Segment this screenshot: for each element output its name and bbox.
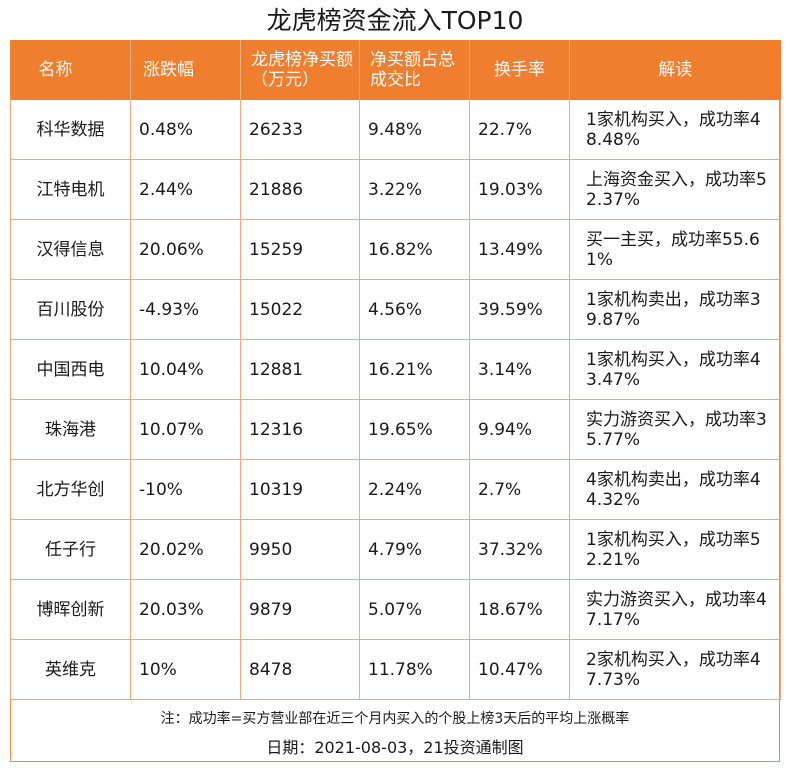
cell-name: 江特电机 bbox=[10, 159, 131, 220]
table-row: 中国西电 10.04% 12881 16.21% 3.14% 1家机构买入，成功率43.4… bbox=[10, 339, 781, 400]
cell-turnover: 3.14% bbox=[469, 339, 570, 400]
column-header-name: 名称 bbox=[10, 40, 131, 100]
cell-net-buy: 21886 bbox=[240, 159, 360, 220]
cell-turnover: 13.49% bbox=[469, 219, 570, 280]
cell-comment: 2家机构买入，成功率47.73% bbox=[569, 639, 781, 700]
top10-table: 名称 涨跌幅 龙虎榜净买额（万元） 净买额占总成交比 换手率 解读 科华数据 0.… bbox=[10, 40, 781, 700]
cell-comment: 4家机构卖出，成功率44.32% bbox=[569, 459, 781, 520]
cell-comment: 1家机构卖出，成功率39.87% bbox=[569, 279, 781, 340]
cell-name: 任子行 bbox=[10, 519, 131, 580]
column-header-turnover: 换手率 bbox=[469, 40, 570, 100]
cell-net-buy-ratio: 16.82% bbox=[359, 219, 470, 280]
column-header-net-buy-ratio: 净买额占总成交比 bbox=[359, 40, 470, 100]
cell-net-buy: 12316 bbox=[240, 399, 360, 460]
cell-net-buy: 9950 bbox=[240, 519, 360, 580]
cell-net-buy-ratio: 5.07% bbox=[359, 579, 470, 640]
cell-comment: 1家机构买入，成功率43.47% bbox=[569, 339, 781, 400]
cell-turnover: 22.7% bbox=[469, 100, 570, 160]
cell-net-buy: 15022 bbox=[240, 279, 360, 340]
cell-turnover: 18.67% bbox=[469, 579, 570, 640]
cell-net-buy: 26233 bbox=[240, 100, 360, 160]
cell-name: 科华数据 bbox=[10, 100, 131, 160]
table-row: 江特电机 2.44% 21886 3.22% 19.03% 上海资金买入，成功率52.37… bbox=[10, 159, 781, 220]
cell-change: 10.07% bbox=[130, 399, 241, 460]
cell-net-buy-ratio: 2.24% bbox=[359, 459, 470, 520]
cell-change: 20.06% bbox=[130, 219, 241, 280]
cell-change: 10% bbox=[130, 639, 241, 700]
cell-net-buy-ratio: 3.22% bbox=[359, 159, 470, 220]
page-title: 龙虎榜资金流入TOP10 bbox=[266, 6, 524, 35]
cell-comment: 上海资金买入，成功率52.37% bbox=[569, 159, 781, 220]
footnote: 注：成功率=买方营业部在近三个月内买入的个股上榜3天后的平均上涨概率 bbox=[160, 711, 630, 727]
cell-name: 百川股份 bbox=[10, 279, 131, 340]
cell-change: 10.04% bbox=[130, 339, 241, 400]
cell-comment: 1家机构买入，成功率52.21% bbox=[569, 519, 781, 580]
cell-net-buy-ratio: 9.48% bbox=[359, 100, 470, 160]
column-header-change: 涨跌幅 bbox=[130, 40, 241, 100]
column-header-net-buy: 龙虎榜净买额（万元） bbox=[240, 40, 360, 100]
cell-change: -10% bbox=[130, 459, 241, 520]
cell-change: 0.48% bbox=[130, 100, 241, 160]
table-row: 任子行 20.02% 9950 4.79% 37.32% 1家机构买入，成功率52.21% bbox=[10, 519, 781, 580]
cell-net-buy-ratio: 4.56% bbox=[359, 279, 470, 340]
table-row: 博晖创新 20.03% 9879 5.07% 18.67% 实力游资买入，成功率47.17… bbox=[10, 579, 781, 640]
table-row: 北方华创 -10% 10319 2.24% 2.7% 4家机构卖出，成功率44.32% bbox=[10, 459, 781, 520]
table-row: 汉得信息 20.06% 15259 16.82% 13.49% 买一主买，成功率55.61… bbox=[10, 219, 781, 280]
footer-credit: 日期：2021-08-03，21投资通制图 bbox=[266, 738, 524, 757]
cell-turnover: 10.47% bbox=[469, 639, 570, 700]
cell-name: 北方华创 bbox=[10, 459, 131, 520]
cell-change: -4.93% bbox=[130, 279, 241, 340]
column-header-comment: 解读 bbox=[569, 40, 781, 100]
cell-turnover: 37.32% bbox=[469, 519, 570, 580]
cell-comment: 实力游资买入，成功率35.77% bbox=[569, 399, 781, 460]
cell-net-buy: 9879 bbox=[240, 579, 360, 640]
cell-net-buy: 10319 bbox=[240, 459, 360, 520]
cell-net-buy: 8478 bbox=[240, 639, 360, 700]
cell-net-buy: 15259 bbox=[240, 219, 360, 280]
cell-change: 20.02% bbox=[130, 519, 241, 580]
cell-change: 2.44% bbox=[130, 159, 241, 220]
cell-change: 20.03% bbox=[130, 579, 241, 640]
cell-turnover: 2.7% bbox=[469, 459, 570, 520]
cell-comment: 买一主买，成功率55.61% bbox=[569, 219, 781, 280]
cell-comment: 实力游资买入，成功率47.17% bbox=[569, 579, 781, 640]
cell-turnover: 39.59% bbox=[469, 279, 570, 340]
cell-net-buy-ratio: 19.65% bbox=[359, 399, 470, 460]
cell-net-buy-ratio: 16.21% bbox=[359, 339, 470, 400]
cell-name: 中国西电 bbox=[10, 339, 131, 400]
table-row: 百川股份 -4.93% 15022 4.56% 39.59% 1家机构卖出，成功率39.8… bbox=[10, 279, 781, 340]
cell-turnover: 9.94% bbox=[469, 399, 570, 460]
cell-name: 英维克 bbox=[10, 639, 131, 700]
cell-name: 汉得信息 bbox=[10, 219, 131, 280]
table-row: 英维克 10% 8478 11.78% 10.47% 2家机构买入，成功率47.73% bbox=[10, 639, 781, 700]
cell-net-buy: 12881 bbox=[240, 339, 360, 400]
cell-turnover: 19.03% bbox=[469, 159, 570, 220]
cell-net-buy-ratio: 11.78% bbox=[359, 639, 470, 700]
table-header-row: 名称 涨跌幅 龙虎榜净买额（万元） 净买额占总成交比 换手率 解读 bbox=[10, 40, 781, 100]
cell-comment: 1家机构买入，成功率48.48% bbox=[569, 100, 781, 160]
cell-net-buy-ratio: 4.79% bbox=[359, 519, 470, 580]
cell-name: 珠海港 bbox=[10, 399, 131, 460]
table-row: 科华数据 0.48% 26233 9.48% 22.7% 1家机构买入，成功率48.48% bbox=[10, 100, 781, 160]
table-row: 珠海港 10.07% 12316 19.65% 9.94% 实力游资买入，成功率35.77… bbox=[10, 399, 781, 460]
cell-name: 博晖创新 bbox=[10, 579, 131, 640]
